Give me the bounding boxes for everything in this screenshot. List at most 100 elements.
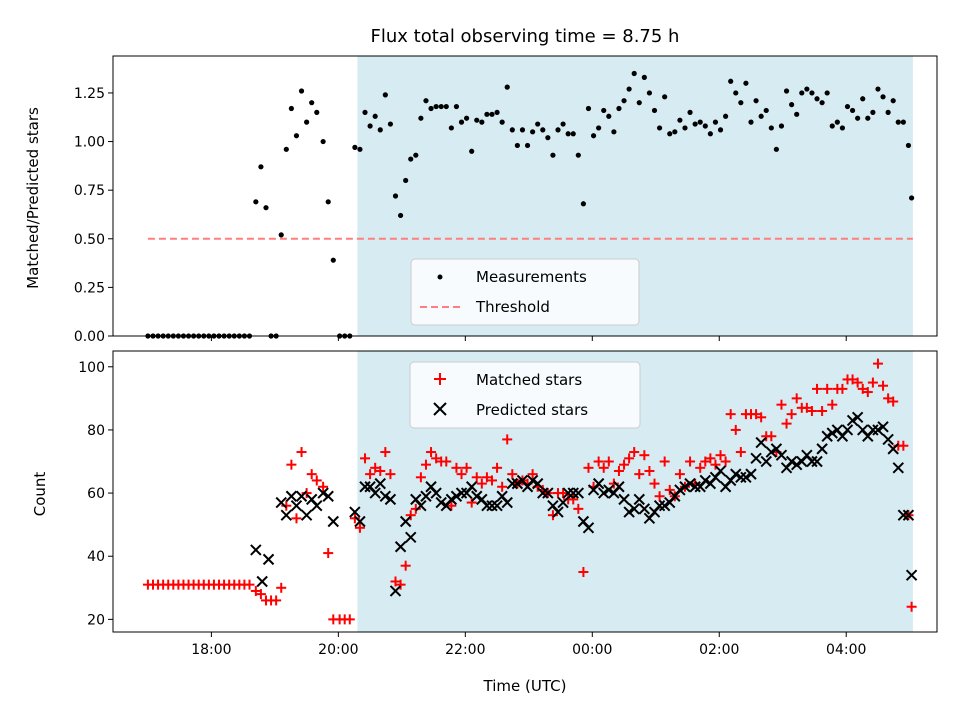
matched-star-point <box>857 383 868 394</box>
predicted-star-point <box>689 481 701 493</box>
measurement-point <box>839 125 846 131</box>
top-axes: 0.00 0.25 0.50 0.75 1.00 1.25 <box>74 55 938 345</box>
measurement-point <box>550 152 556 158</box>
legend-predicted-marker <box>433 402 447 416</box>
measurement-point <box>298 88 305 94</box>
matched-star-point <box>812 383 823 394</box>
measurement-point <box>314 109 320 115</box>
matched-star-point <box>852 377 863 388</box>
measurement-point <box>885 109 891 115</box>
measurement-point <box>560 121 566 127</box>
predicted-star-point <box>542 487 554 499</box>
predicted-star-point <box>285 490 298 502</box>
measurement-point <box>309 100 315 106</box>
measurement-point <box>438 103 444 110</box>
matched-star-point <box>573 503 584 514</box>
matched-star-point <box>817 405 828 416</box>
measurement-point <box>631 70 637 77</box>
measurement-point <box>712 119 719 125</box>
predicted-star-point <box>300 509 313 521</box>
predicted-star-point <box>613 481 625 493</box>
predicted-star-point <box>420 490 432 502</box>
matched-star-point <box>492 462 503 473</box>
predicted-star-point <box>846 414 859 427</box>
measurement-point <box>372 113 378 119</box>
predicted-star-point <box>887 443 899 455</box>
predicted-star-point <box>399 515 412 528</box>
measurement-point <box>330 257 336 263</box>
matched-star-point <box>461 462 472 473</box>
measurement-point <box>799 90 805 96</box>
measurement-point <box>723 113 729 119</box>
predicted-star-point <box>755 436 767 449</box>
predicted-star-point <box>471 490 483 502</box>
predicted-star-point <box>806 455 818 468</box>
measurement-point <box>860 96 866 102</box>
predicted-star-point <box>892 462 904 474</box>
matched-star-point <box>250 585 261 596</box>
measurement-point <box>433 103 439 110</box>
predicted-star-point <box>633 493 645 506</box>
measurement-point <box>489 111 495 117</box>
measurement-point <box>575 152 581 158</box>
matched-star-point <box>710 459 721 470</box>
predicted-star-point <box>537 487 549 499</box>
matched-star-point <box>649 478 660 489</box>
predicted-star-point <box>295 490 308 502</box>
predicted-star-point <box>280 509 293 521</box>
measurement-point <box>540 127 546 133</box>
measurement-point <box>783 88 790 94</box>
predicted-star-point <box>435 496 447 509</box>
measurement-point <box>789 102 795 108</box>
predicted-star-point <box>658 500 671 512</box>
measurement-point <box>387 121 394 127</box>
measurement-point <box>702 123 708 129</box>
predicted-star-point <box>618 493 630 506</box>
measurement-point <box>763 107 769 114</box>
measurement-point <box>909 195 915 201</box>
measurement-point <box>794 111 800 117</box>
matched-star-point <box>255 589 266 600</box>
measurement-point <box>651 107 658 114</box>
predicted-star-point <box>745 468 757 480</box>
measurement-point <box>413 152 419 158</box>
predicted-star-point <box>628 503 640 515</box>
matched-star-point <box>888 396 899 407</box>
matched-star-point <box>801 402 812 413</box>
matched-star-point <box>244 579 255 590</box>
predicted-star-point <box>872 424 884 436</box>
measurement-point <box>773 146 779 152</box>
matched-star-point <box>370 462 381 473</box>
measurement-point <box>687 109 693 115</box>
matched-star-point <box>862 387 873 398</box>
matched-star-point <box>441 456 452 467</box>
legend-threshold-label: Threshold <box>475 298 550 316</box>
matched-star-point <box>431 453 442 464</box>
measurement-point <box>667 131 673 137</box>
matched-star-point <box>634 469 645 480</box>
matched-star-point <box>791 393 802 404</box>
predicted-star-point <box>653 500 666 512</box>
matched-star-point <box>751 409 762 420</box>
measurement-point <box>448 125 454 131</box>
predicted-star-point <box>491 500 503 512</box>
measurement-point <box>423 98 429 104</box>
matched-star-point <box>725 409 736 420</box>
measurement-point <box>263 205 269 211</box>
measurement-point <box>601 107 607 114</box>
predicted-star-point <box>379 490 392 502</box>
measurement-point <box>905 142 912 149</box>
xtick-label: 00:00 <box>572 642 612 658</box>
bottom-ytick-label: 20 <box>87 612 105 628</box>
predicted-star-point <box>679 481 691 493</box>
matched-star-point <box>639 450 650 461</box>
predicted-star-point <box>562 487 574 499</box>
measurement-point <box>428 105 434 112</box>
measurement-point <box>672 129 678 135</box>
measurement-point <box>352 144 358 150</box>
predicted-star-point <box>750 452 762 465</box>
predicted-star-point <box>902 509 915 521</box>
predicted-star-point <box>262 553 275 566</box>
measurement-point <box>895 119 901 125</box>
matched-star-point <box>466 497 477 508</box>
